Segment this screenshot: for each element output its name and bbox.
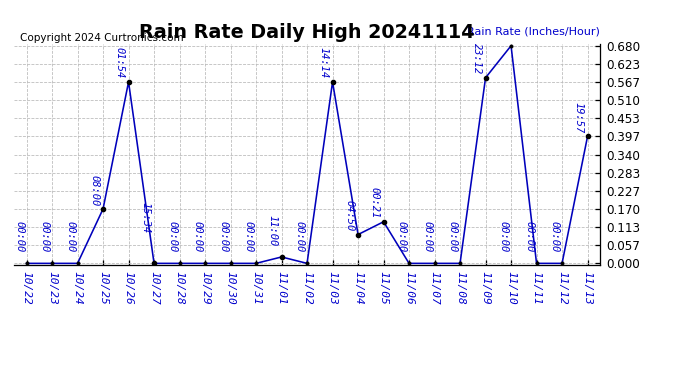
Text: Rain Rate (Inches/Hour): Rain Rate (Inches/Hour) <box>467 26 600 36</box>
Text: 00:00: 00:00 <box>422 220 433 252</box>
Text: 00:00: 00:00 <box>168 220 177 252</box>
Text: Copyright 2024 Curtronics.com: Copyright 2024 Curtronics.com <box>19 33 184 43</box>
Text: 00:00: 00:00 <box>524 220 535 252</box>
Text: 00:00: 00:00 <box>448 220 458 252</box>
Text: 08:00: 08:00 <box>89 174 99 206</box>
Text: 00:00: 00:00 <box>40 220 50 252</box>
Text: 15:34: 15:34 <box>140 202 150 233</box>
Text: 00:00: 00:00 <box>499 220 509 252</box>
Text: 00:21: 00:21 <box>370 187 380 219</box>
Text: 00:00: 00:00 <box>193 220 203 252</box>
Title: Rain Rate Daily High 20241114: Rain Rate Daily High 20241114 <box>139 23 475 42</box>
Text: 19:57: 19:57 <box>573 102 584 133</box>
Text: 00:00: 00:00 <box>219 220 228 252</box>
Text: 00:00: 00:00 <box>66 220 75 252</box>
Text: 23:12: 23:12 <box>472 43 482 75</box>
Text: 00:00: 00:00 <box>244 220 254 252</box>
Text: 00:00: 00:00 <box>397 220 407 252</box>
Text: 00:00: 00:00 <box>295 220 305 252</box>
Text: 14:14: 14:14 <box>319 47 328 79</box>
Text: 00:00: 00:00 <box>14 220 24 252</box>
Text: 11:00: 11:00 <box>268 215 277 246</box>
Text: 01:54: 01:54 <box>115 47 125 79</box>
Text: 04:50: 04:50 <box>344 200 354 231</box>
Text: 00:00: 00:00 <box>550 220 560 252</box>
